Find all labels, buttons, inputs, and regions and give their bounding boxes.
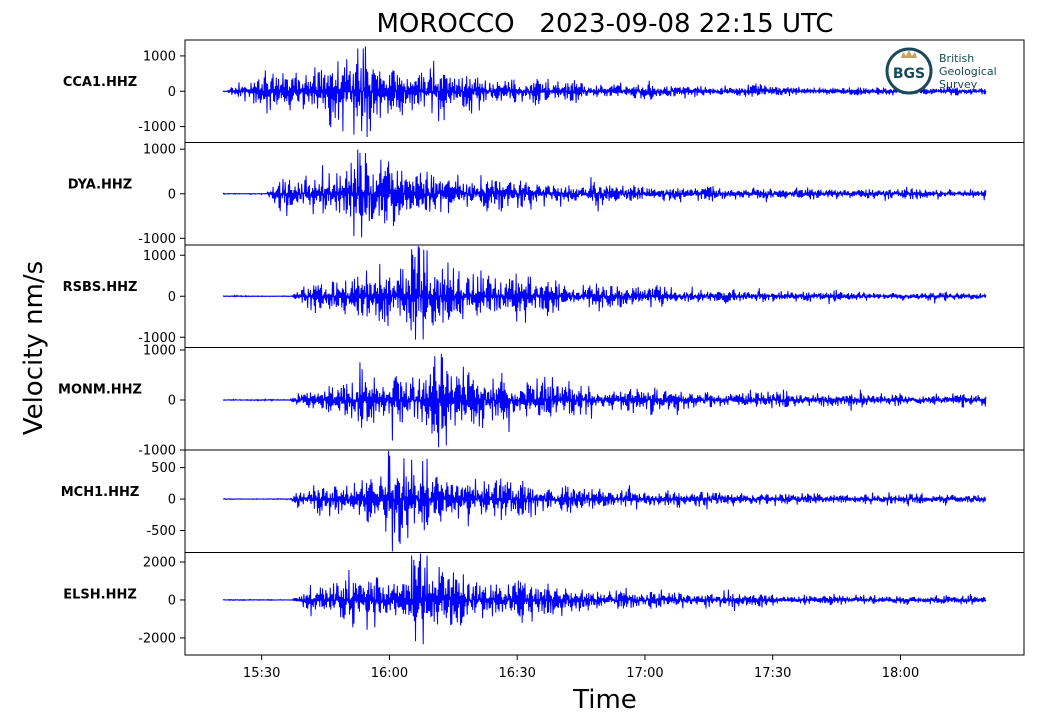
x-axis: 15:30 16:00 16:30 17:00 17:30 18:00: [243, 655, 919, 681]
y-tick-label: 0: [168, 187, 176, 202]
waveform-line: [222, 246, 987, 340]
y-tick-label: 0: [168, 394, 176, 409]
y-tick-label: -2000: [138, 631, 176, 646]
y-tick-label: -500: [146, 524, 176, 539]
bgs-logo-line-1: British: [939, 52, 974, 65]
y-tick-label: 500: [151, 461, 176, 476]
x-axis-label: Time: [572, 685, 637, 715]
y-tick-label: 1000: [143, 249, 176, 264]
panel-monm-hhz: 1000 0 -1000 MONM.HHZ: [58, 344, 1025, 459]
bgs-logo-line-3: Survey: [939, 78, 978, 91]
x-tick-label: 17:00: [626, 666, 663, 681]
bgs-logo-ring: [885, 47, 933, 95]
waveform-line: [222, 149, 987, 238]
y-tick-label: 1000: [143, 143, 176, 158]
y-axis-label: Velocity nm/s: [19, 261, 49, 435]
panel-rsbs-hhz: 1000 0 -1000 RSBS.HHZ: [63, 244, 1025, 348]
y-tick-label: 0: [168, 493, 176, 508]
panel-cca1-hhz: 1000 0 -1000 CCA1.HHZ: [63, 39, 1025, 143]
panels-group: 1000 0 -1000 CCA1.HHZ 1000 0 -1000 DYA.HHZ 1000 0…: [58, 39, 1025, 656]
crown-icon: [901, 50, 917, 58]
y-tick-label: -1000: [138, 232, 176, 247]
x-tick-label: 17:30: [754, 666, 791, 681]
y-tick-label: 0: [168, 593, 176, 608]
y-tick-label: 1000: [143, 49, 176, 64]
y-tick-label: 0: [168, 290, 176, 305]
station-label: MCH1.HHZ: [61, 485, 140, 500]
waveform-line: [222, 353, 987, 448]
bgs-logo-abbr: BGS: [893, 66, 925, 82]
station-label: ELSH.HHZ: [63, 588, 137, 603]
x-tick-label: 16:30: [498, 666, 535, 681]
panel-elsh-hhz: 2000 0 -2000 ELSH.HHZ: [63, 552, 1025, 656]
chart-title: MOROCCO 2023-09-08 22:15 UTC: [376, 9, 833, 39]
waveform-line: [222, 450, 987, 552]
y-tick-label: 0: [168, 85, 176, 100]
y-tick-label: -1000: [138, 444, 176, 459]
station-label: MONM.HHZ: [58, 383, 142, 398]
x-tick-label: 16:00: [371, 666, 408, 681]
panel-mch1-hhz: 500 0 -500 MCH1.HHZ: [61, 449, 1025, 553]
station-label: CCA1.HHZ: [63, 75, 137, 90]
station-label: RSBS.HHZ: [63, 280, 138, 295]
bgs-logo-line-2: Geological: [939, 65, 997, 78]
station-label: DYA.HHZ: [68, 178, 132, 193]
y-tick-label: -1000: [138, 120, 176, 135]
waveform-line: [222, 553, 987, 645]
waveform-line: [222, 46, 987, 138]
x-tick-label: 18:00: [882, 666, 919, 681]
x-tick-label: 15:30: [243, 666, 280, 681]
y-tick-label: 2000: [143, 555, 176, 570]
panel-dya-hhz: 1000 0 -1000 DYA.HHZ: [68, 142, 1025, 247]
y-tick-label: -1000: [138, 331, 176, 346]
bgs-logo: BGS British Geological Survey: [885, 47, 997, 95]
y-tick-label: 1000: [143, 344, 176, 359]
